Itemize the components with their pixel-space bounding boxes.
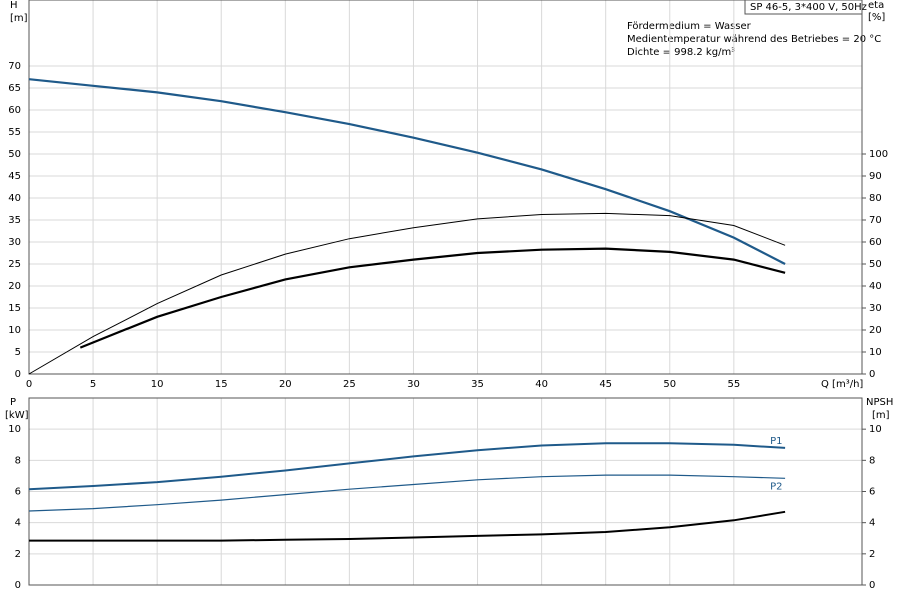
x-tick-label: 50 [663,379,676,390]
y2-tick-label: 8 [869,455,875,466]
y-label: P [10,397,16,408]
y-tick-label: 10 [8,325,21,336]
series-line [28,78,786,265]
y2-tick-label: 20 [869,325,882,336]
x-tick-label: 55 [727,379,740,390]
annotation: Fördermedium = Wasser [627,21,752,32]
y-tick-label: 2 [15,549,21,560]
y-tick-label: 30 [8,237,21,248]
y-tick-label: 5 [15,347,21,358]
series-line [79,247,786,349]
x-tick-label: 15 [215,379,228,390]
series-line [28,474,786,512]
series-line [28,212,786,375]
y2-tick-label: 10 [869,424,882,435]
y-tick-label: 0 [15,580,21,591]
y2-unit: [%] [868,12,885,23]
series-line [29,510,786,542]
y-tick-label: 40 [8,193,21,204]
x-tick-label: 40 [535,379,548,390]
y2-tick-label: 30 [869,303,882,314]
series-line [28,442,786,491]
y-tick-label: 70 [8,61,21,72]
y2-label: eta [868,0,884,11]
y-tick-label: 4 [15,518,21,529]
y2-tick-label: 90 [869,171,882,182]
annotation: Dichte = 998.2 kg/m³ [627,47,735,58]
y-tick-label: 25 [8,259,21,270]
x-tick-label: 20 [279,379,292,390]
y2-tick-label: 60 [869,237,882,248]
x-label: Q [m³/h] [821,379,863,390]
plot-layer: 0 5 10 15 20 25 30 35 40 45 50 55051015202530354045… [8,0,888,591]
legend-label: P2 [770,481,782,492]
y-tick-label: 6 [15,487,21,498]
y2-tick-label: 80 [869,193,882,204]
y-tick-label: 35 [8,215,21,226]
x-tick-label: 35 [471,379,484,390]
legend-label: P1 [770,436,782,447]
y-tick-label: 10 [8,424,21,435]
y-label: H [10,0,18,11]
y-tick-label: 45 [8,171,21,182]
y2-tick-label: 0 [869,369,875,380]
y2-label: NPSH [866,397,893,408]
y2-tick-label: 100 [869,149,888,160]
y2-tick-label: 6 [869,487,875,498]
chart-title: SP 46-5, 3*400 V, 50Hz [750,2,867,13]
x-tick-label: 30 [407,379,420,390]
x-tick-label: 25 [343,379,356,390]
y2-tick-label: 2 [869,549,875,560]
y2-tick-label: 0 [869,580,875,591]
y-tick-label: 20 [8,281,21,292]
y2-tick-label: 4 [869,518,875,529]
y-unit: [kW] [5,410,29,421]
y2-tick-label: 70 [869,215,882,226]
plot-frame [28,0,863,375]
x-tick-label: 0 [26,379,32,390]
x-tick-label: 45 [599,379,612,390]
y-tick-label: 0 [15,369,21,380]
y2-tick-label: 50 [869,259,882,270]
annotation: Medientemperatur während des Betriebes =… [627,34,881,45]
y2-tick-label: 10 [869,347,882,358]
y-tick-label: 8 [15,455,21,466]
x-tick-label: 10 [151,379,164,390]
y-unit: [m] [10,13,28,24]
y2-unit: [m] [872,410,890,421]
y2-tick-label: 40 [869,281,882,292]
y-tick-label: 65 [8,83,21,94]
y-tick-label: 15 [8,303,21,314]
y-tick-label: 55 [8,127,21,138]
plot-frame [28,397,863,586]
x-tick-label: 5 [90,379,96,390]
y-tick-label: 50 [8,149,21,160]
y-tick-label: 60 [8,105,21,116]
